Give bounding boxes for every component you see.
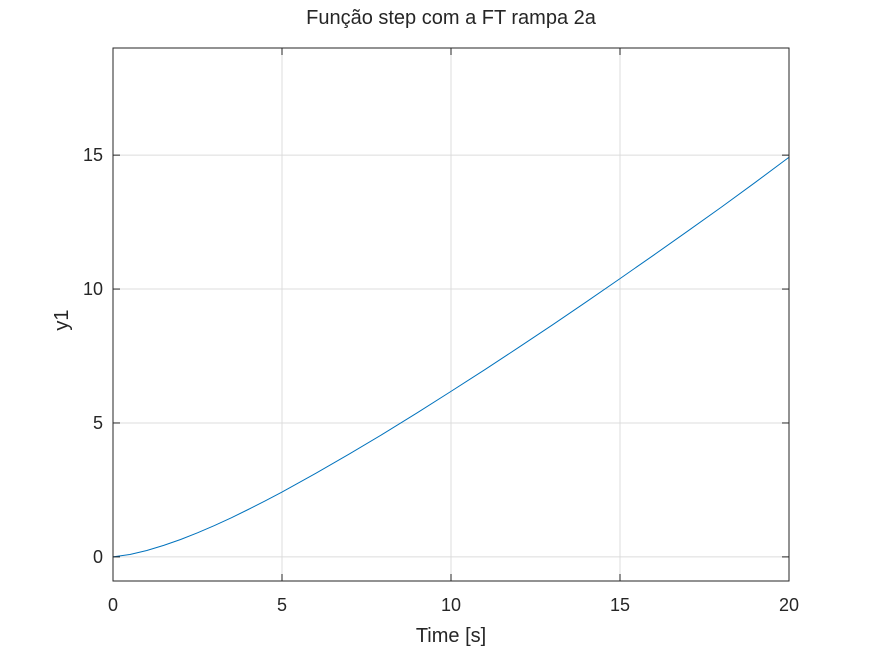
x-tick-label: 5 — [277, 595, 287, 615]
x-tick-label: 20 — [779, 595, 799, 615]
grid — [113, 48, 789, 581]
chart-title: Função step com a FT rampa 2a — [306, 7, 597, 29]
series-line — [112, 156, 790, 558]
y-tick-label: 5 — [93, 413, 103, 433]
x-tick-label: 10 — [441, 595, 461, 615]
ticks: 0 5 10 15 20 0 5 10 15 — [83, 48, 799, 615]
x-tick-label: 15 — [610, 595, 630, 615]
y-tick-label: 0 — [93, 547, 103, 567]
series-layer — [112, 156, 790, 558]
x-tick-label: 0 — [108, 595, 118, 615]
y-axis-label: y1 — [51, 309, 73, 330]
x-axis-label: Time [s] — [416, 625, 486, 647]
y-tick-label: 15 — [83, 145, 103, 165]
y-tick-label: 10 — [83, 279, 103, 299]
